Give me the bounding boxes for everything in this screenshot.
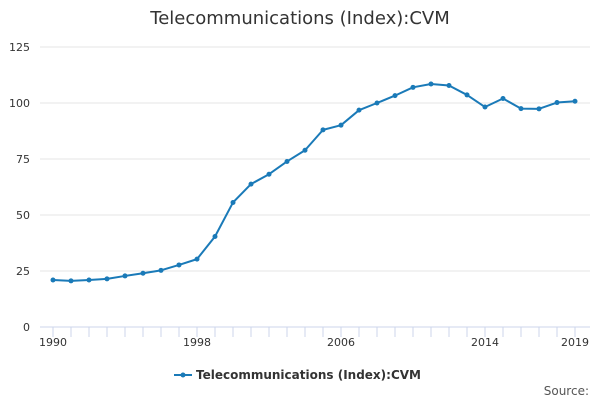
data-point[interactable] — [86, 277, 92, 283]
y-tick-label: 75 — [16, 153, 30, 166]
data-point[interactable] — [338, 122, 344, 128]
data-point[interactable] — [176, 262, 182, 268]
data-point[interactable] — [410, 84, 416, 90]
y-tick-label: 100 — [9, 97, 30, 110]
chart-title: Telecommunications (Index):CVM — [149, 8, 449, 29]
grid-lines — [40, 46, 590, 272]
series-line — [52, 82, 576, 282]
y-tick-label: 125 — [9, 41, 30, 54]
series-layer — [50, 81, 578, 284]
data-point[interactable] — [230, 199, 236, 205]
y-tick-label: 0 — [23, 321, 30, 334]
data-point[interactable] — [248, 181, 254, 187]
data-point[interactable] — [212, 234, 218, 240]
data-point[interactable] — [356, 107, 362, 113]
x-tick-label: 1998 — [183, 336, 211, 349]
data-point[interactable] — [122, 273, 128, 279]
data-point[interactable] — [428, 81, 434, 87]
data-point[interactable] — [104, 276, 110, 282]
y-axis-labels: 0 25 50 75 100 125 — [9, 41, 30, 334]
data-point[interactable] — [194, 256, 200, 262]
data-point[interactable] — [518, 106, 524, 112]
data-point[interactable] — [572, 98, 578, 104]
data-point[interactable] — [284, 158, 290, 164]
data-point[interactable] — [374, 100, 380, 106]
y-tick-label: 50 — [16, 209, 30, 222]
x-tick-label: 1990 — [39, 336, 67, 349]
data-point[interactable] — [302, 147, 308, 153]
x-tick-label: 2006 — [327, 336, 355, 349]
data-point[interactable] — [554, 100, 560, 106]
x-tick-label: 2019 — [561, 336, 589, 349]
legend-label: Telecommunications (Index):CVM — [196, 368, 421, 382]
data-point[interactable] — [158, 267, 164, 273]
data-point[interactable] — [536, 106, 542, 112]
data-point[interactable] — [392, 93, 398, 99]
data-point[interactable] — [266, 171, 272, 177]
x-axis-labels: 1990 1998 2006 2014 2019 — [39, 336, 589, 349]
data-point[interactable] — [50, 277, 56, 283]
data-point[interactable] — [446, 83, 452, 89]
data-point[interactable] — [500, 96, 506, 102]
legend[interactable]: Telecommunications (Index):CVM — [174, 368, 421, 382]
legend-swatch-marker — [180, 372, 186, 378]
data-point[interactable] — [140, 270, 146, 276]
data-point[interactable] — [320, 127, 326, 133]
data-point[interactable] — [464, 92, 470, 98]
x-axis — [40, 326, 590, 337]
x-tick-label: 2014 — [471, 336, 499, 349]
data-point[interactable] — [68, 278, 74, 284]
source-label: Source: — [544, 384, 589, 398]
data-point[interactable] — [482, 104, 488, 110]
y-tick-label: 25 — [16, 265, 30, 278]
